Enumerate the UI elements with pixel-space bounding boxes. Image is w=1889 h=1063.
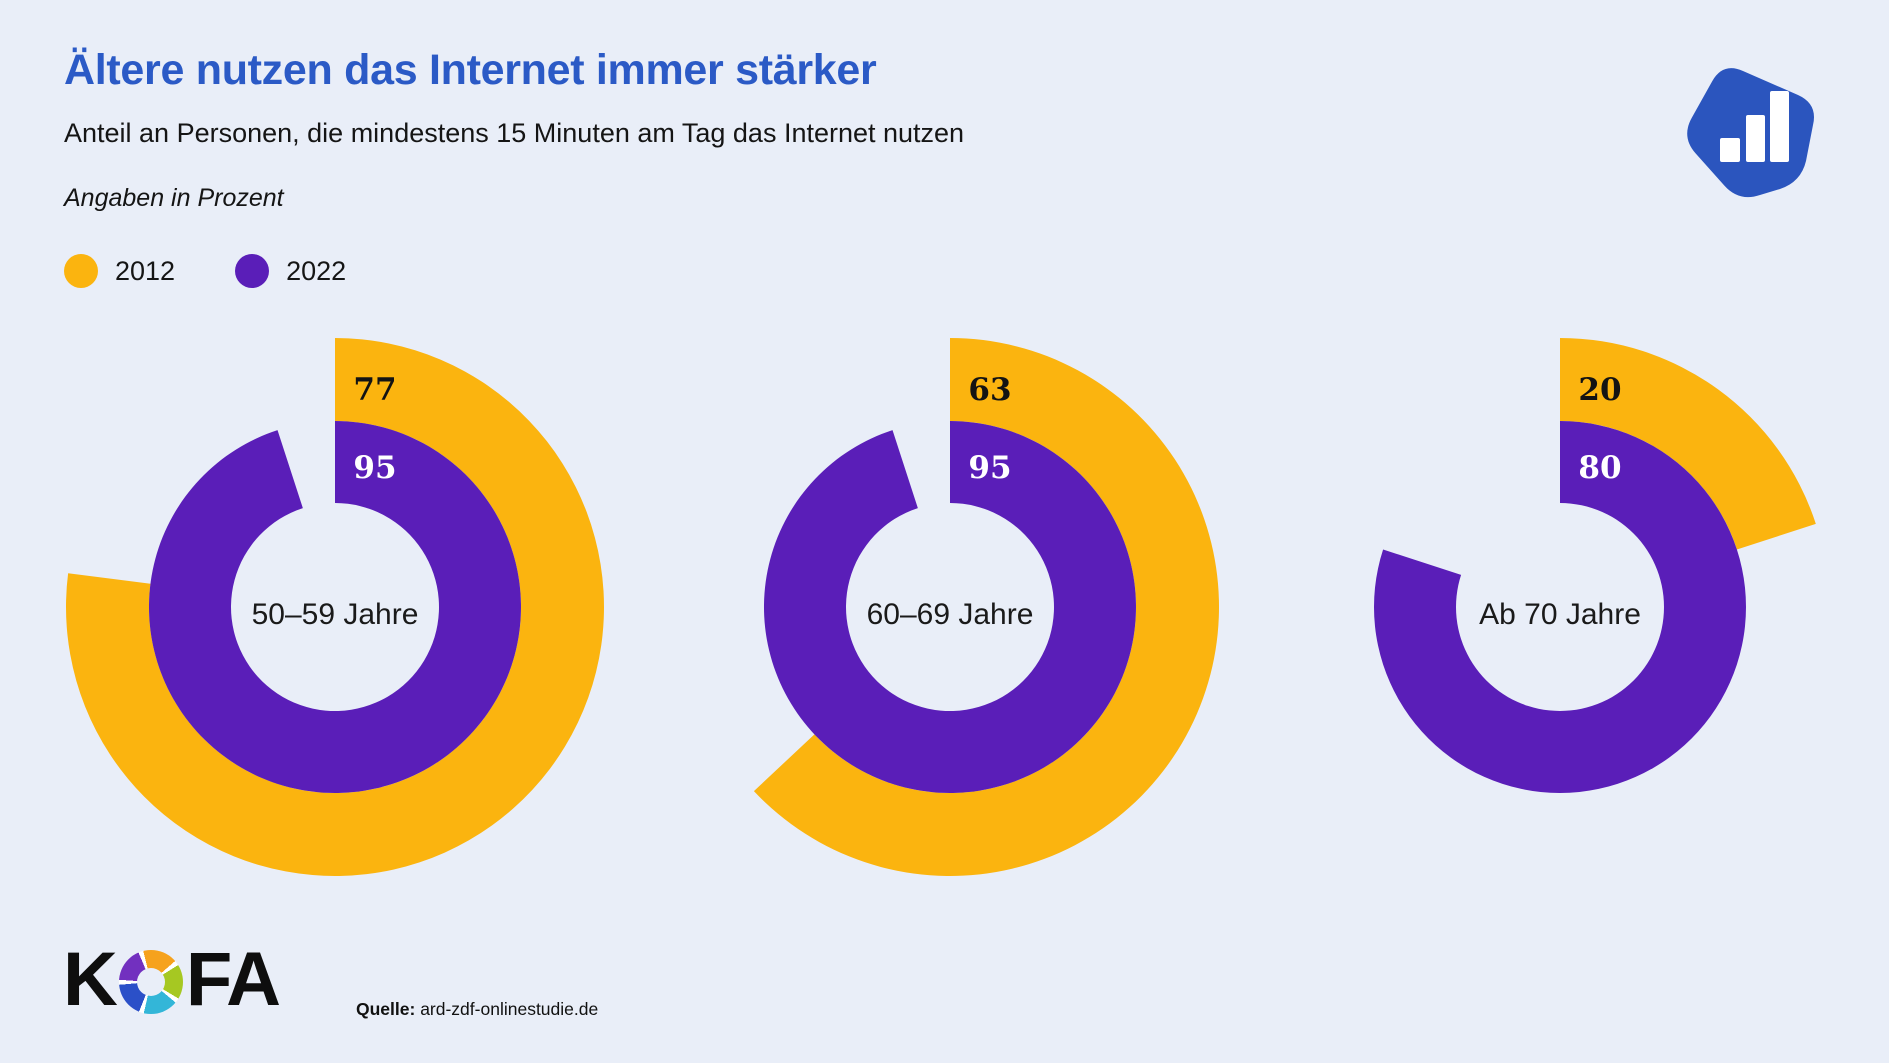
kofa-letters-fa: FA [185,937,281,1022]
legend-label-2022: 2022 [286,255,347,286]
page-subtitle: Anteil an Personen, die mindestens 15 Mi… [64,118,965,148]
kofa-logo: K FA [63,937,281,1022]
legend-item-2022: 2022 [235,254,346,288]
unit-note: Angaben in Prozent [64,184,284,212]
legend: 2012 2022 [64,254,346,288]
source-note: Quelle: ard-zdf-onlinestudie.de [356,999,598,1020]
value-2012: 77 [353,372,396,408]
bar-medium [1746,115,1765,162]
arc-2012 [1560,338,1816,550]
bar-chart-pentagon-icon [1687,68,1814,198]
kofa-aperture-icon [118,950,183,1014]
donut-chart-2: 63 95 60–69 Jahre [753,338,1220,876]
age-group-label: 60–69 Jahre [867,598,1034,631]
age-group-label: 50–59 Jahre [252,598,419,631]
donut-chart-1: 77 95 50–59 Jahre [65,338,604,876]
value-2022: 95 [968,450,1011,486]
age-group-label: Ab 70 Jahre [1479,598,1641,631]
source-label: Quelle: [356,999,416,1019]
legend-item-2012: 2012 [64,254,175,288]
kofa-letter-k: K [63,937,118,1022]
value-2022: 80 [1578,450,1621,486]
value-2012: 20 [1578,372,1621,408]
source-value: ard-zdf-onlinestudie.de [415,999,599,1019]
legend-dot-2022 [235,254,270,288]
arc-2022 [148,421,521,793]
value-2012: 63 [968,372,1011,408]
donut-chart-3: 20 80 Ab 70 Jahre [1373,338,1816,793]
page-title: Ältere nutzen das Internet immer stärker [64,46,877,94]
legend-dot-2012 [64,254,98,288]
arc-2012 [753,338,1220,876]
arc-2022 [763,421,1136,793]
value-2022: 95 [353,450,396,486]
arc-2022 [1373,421,1746,793]
bar-tall [1770,91,1789,162]
arc-2012 [65,338,604,876]
legend-label-2012: 2012 [115,255,176,286]
bar-small [1720,138,1740,162]
